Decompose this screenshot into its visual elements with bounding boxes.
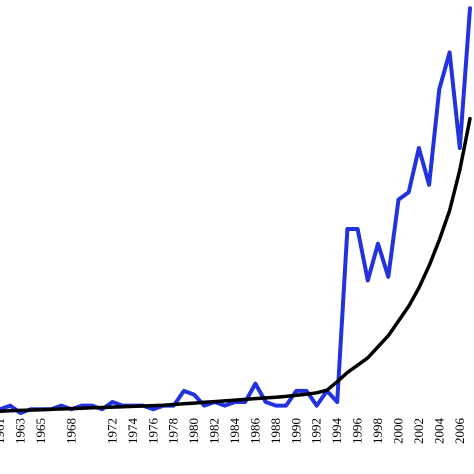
x-tick-label: 1998 [370, 418, 385, 444]
x-tick-label: 2000 [390, 418, 405, 444]
x-tick-label: 1990 [288, 418, 303, 444]
x-axis-tick-labels: 1961 1963 1965 1968 1972 1974 1976 1978 1980 1982… [0, 418, 467, 445]
x-tick-label: 2006 [452, 418, 467, 445]
x-tick-label: 1963 [12, 418, 27, 444]
x-tick-label: 1988 [268, 418, 283, 444]
x-tick-label: 1965 [33, 418, 48, 444]
x-tick-label: 1968 [64, 418, 79, 444]
plot-lines [0, 6, 472, 415]
black-series-line [0, 116, 472, 413]
blue-series-line [0, 6, 472, 415]
x-tick-label: 1982 [207, 418, 222, 444]
x-tick-label: 1972 [104, 418, 119, 444]
x-tick-label: 1980 [186, 418, 201, 444]
x-tick-label: 1961 [0, 418, 7, 444]
x-tick-label: 2002 [411, 418, 426, 444]
x-tick-label: 1986 [247, 418, 262, 445]
x-tick-label: 1978 [166, 418, 181, 444]
x-tick-label: 2004 [431, 418, 446, 445]
x-tick-label: 1992 [309, 418, 324, 444]
x-tick-label: 1996 [350, 418, 365, 445]
x-tick-label: 1974 [125, 418, 140, 445]
x-tick-label: 1984 [227, 418, 242, 445]
x-tick-label: 1976 [145, 418, 160, 445]
x-tick-label: 1994 [329, 418, 344, 445]
